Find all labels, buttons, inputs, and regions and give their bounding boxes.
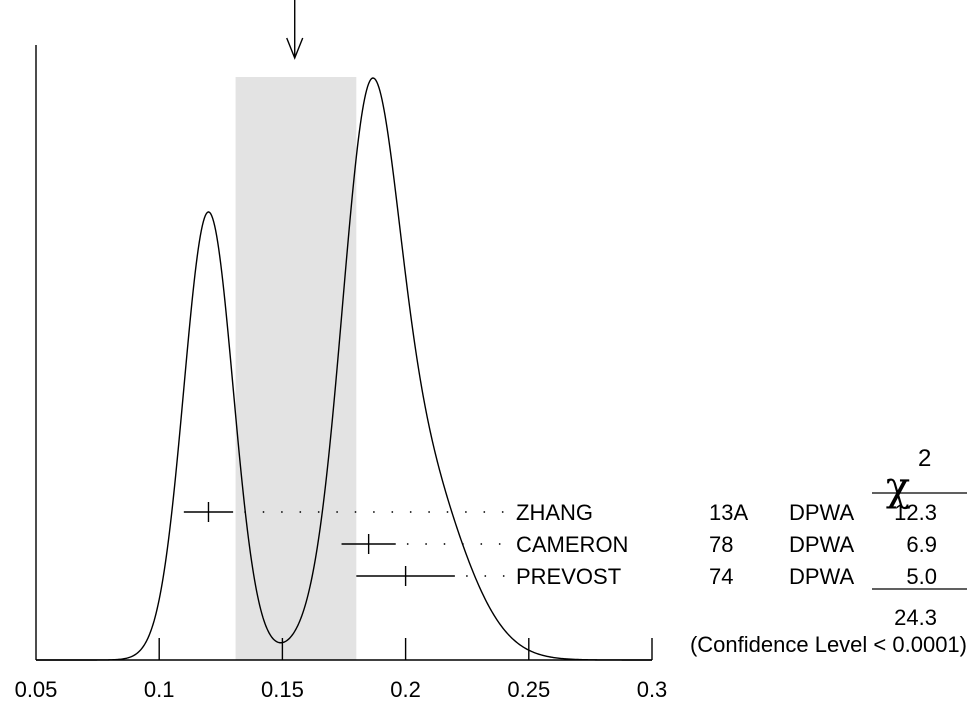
ideogram-curve	[36, 77, 652, 661]
measurement-chi2: 12.3	[894, 500, 937, 525]
measurement-year: 13A	[709, 500, 748, 525]
measurement-chi2: 5.0	[906, 564, 937, 589]
leader-dot	[446, 511, 449, 513]
leader-dot	[317, 511, 320, 513]
leader-dot	[406, 543, 409, 545]
average-band	[235, 77, 357, 660]
confidence-level: (Confidence Level < 0.0001)	[690, 632, 967, 657]
leader-dot	[502, 575, 505, 577]
measurement-chi2: 6.9	[906, 532, 937, 557]
leader-dot	[498, 543, 501, 545]
chi2-total: 24.3	[894, 605, 937, 630]
x-tick-label: 0.3	[637, 677, 668, 702]
x-tick-label: 0.1	[144, 677, 175, 702]
leader-dot	[409, 511, 412, 513]
measurement-name: PREVOST	[516, 564, 621, 589]
measurement-year: 74	[709, 564, 733, 589]
leader-dot	[428, 511, 430, 513]
chi2-header-symbol: χ	[886, 464, 910, 510]
leader-dot	[465, 511, 467, 513]
leader-dot	[443, 543, 446, 545]
x-tick-label: 0.05	[15, 677, 58, 702]
leader-dot	[262, 511, 265, 513]
measurement-technique: DPWA	[789, 532, 855, 557]
measurement-row: PREVOST 74 DPWA 5.0	[356, 564, 937, 589]
measurement-name: CAMERON	[516, 532, 628, 557]
measurement-year: 78	[709, 532, 733, 557]
measurement-technique: DPWA	[789, 500, 855, 525]
chi2-header-exponent: 2	[918, 445, 931, 472]
leader-dot	[466, 575, 468, 577]
leader-dot	[299, 511, 302, 513]
average-arrow-head	[286, 37, 304, 60]
measurement-technique: DPWA	[789, 564, 855, 589]
leader-dot	[480, 543, 483, 545]
measurement-name: ZHANG	[516, 500, 593, 525]
leader-dot	[244, 511, 247, 513]
leader-dot	[462, 543, 464, 545]
leader-dot	[373, 511, 375, 513]
leader-dot	[425, 543, 427, 545]
x-tick-label: 0.25	[507, 677, 550, 702]
x-tick-label: 0.15	[261, 677, 304, 702]
leader-dot	[281, 511, 283, 513]
leader-dot	[483, 511, 486, 513]
leader-dot	[484, 575, 487, 577]
leader-dot	[501, 511, 504, 513]
leader-dot	[336, 511, 338, 513]
leader-dot	[391, 511, 394, 513]
measurement-row: ZHANG 13A DPWA 12.3	[183, 500, 937, 525]
measurement-row: CAMERON 78 DPWA 6.9	[341, 532, 937, 557]
leader-dot	[354, 511, 357, 513]
x-tick-label: 0.2	[390, 677, 421, 702]
